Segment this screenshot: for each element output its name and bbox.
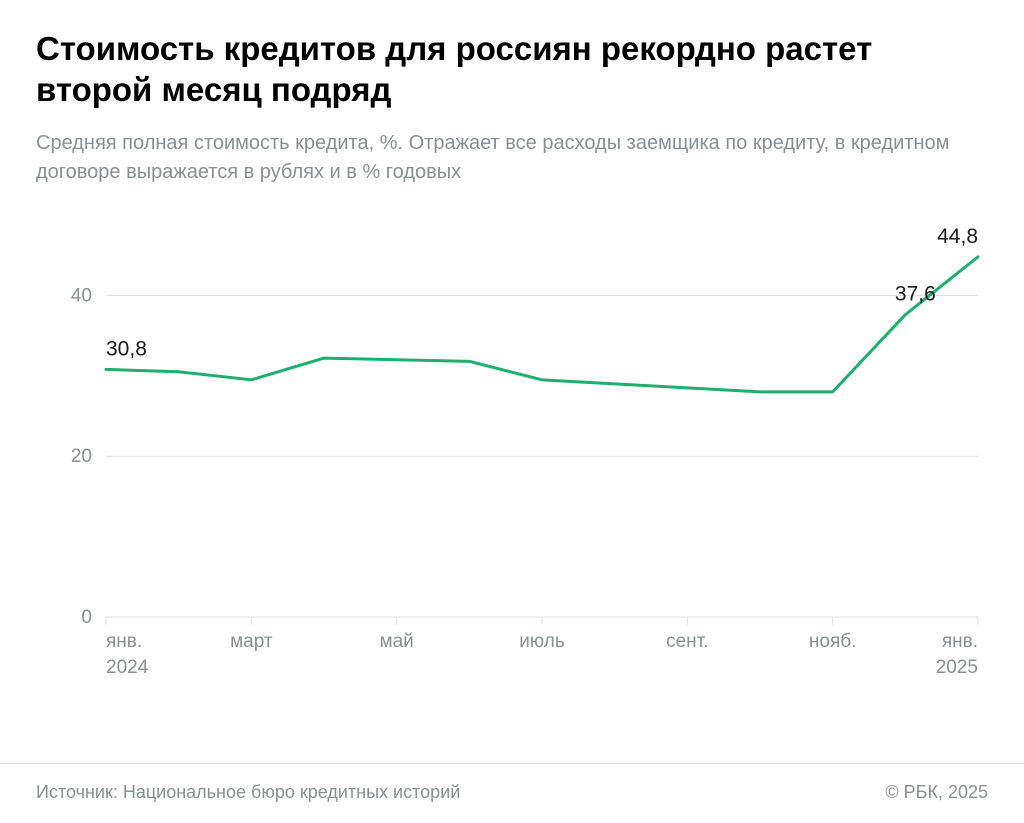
value-annotation: 37,6	[895, 282, 936, 305]
x-tick-label: май	[380, 631, 414, 652]
x-tick-label: март	[230, 631, 273, 652]
value-annotation: 30,8	[106, 337, 147, 360]
x-tick-label: янв.	[106, 631, 142, 652]
line-chart: 0 20 40 янв. 2024 март май июль сент. нояб. янв. 20…	[36, 195, 988, 695]
x-tick-label: янв.	[942, 631, 978, 652]
data-line	[106, 256, 978, 391]
x-tick-sublabel: 2025	[936, 657, 978, 678]
copyright-label: © РБК, 2025	[885, 782, 988, 803]
x-tick-label: сент.	[666, 631, 708, 652]
source-label: Источник: Национальное бюро кредитных ис…	[36, 782, 460, 803]
footer: Источник: Национальное бюро кредитных ис…	[0, 763, 1024, 803]
chart-title: Стоимость кредитов для россиян рекордно …	[36, 28, 988, 111]
chart-area: 0 20 40 янв. 2024 март май июль сент. нояб. янв. 20…	[36, 195, 988, 715]
y-tick-label: 40	[71, 285, 92, 306]
x-tick-sublabel: 2024	[106, 657, 149, 678]
x-tick-label: нояб.	[809, 631, 857, 652]
y-tick-label: 0	[81, 607, 92, 628]
x-tick-label: июль	[519, 631, 565, 652]
value-annotation: 44,8	[937, 224, 978, 247]
chart-subtitle: Средняя полная стоимость кредита, %. Отр…	[36, 129, 988, 187]
y-tick-label: 20	[71, 446, 92, 467]
